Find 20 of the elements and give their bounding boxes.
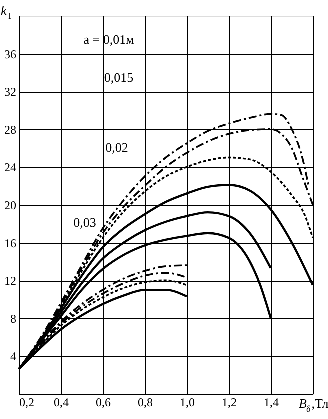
y-tick-label: 28: [4, 122, 16, 137]
x-tick-label: 0,2: [20, 396, 34, 410]
annotation: 0,03: [74, 215, 96, 230]
y-tick-label: 4: [10, 350, 16, 364]
y-tick-label: 20: [4, 198, 16, 212]
annotation: a = 0,01м: [84, 32, 134, 47]
y-tick-label: 32: [4, 85, 16, 100]
y-tick-label: 16: [4, 236, 16, 250]
x-tick-label: 1,2: [222, 396, 237, 410]
y-tick-label: 36: [4, 47, 16, 62]
x-tick-label: 1,0: [180, 396, 195, 410]
y-tick-label: 12: [4, 274, 16, 288]
annotation: 0,02: [106, 140, 128, 155]
x-tick-label: 0,6: [96, 396, 111, 410]
annotation: 0,015: [104, 70, 134, 85]
y-tick-label: 24: [4, 160, 16, 175]
x-tick-label: 0,4: [54, 396, 69, 410]
x-tick-label: 1,4: [264, 396, 279, 410]
x-tick-label: 0,8: [138, 396, 153, 410]
y-tick-label: 8: [10, 312, 16, 326]
